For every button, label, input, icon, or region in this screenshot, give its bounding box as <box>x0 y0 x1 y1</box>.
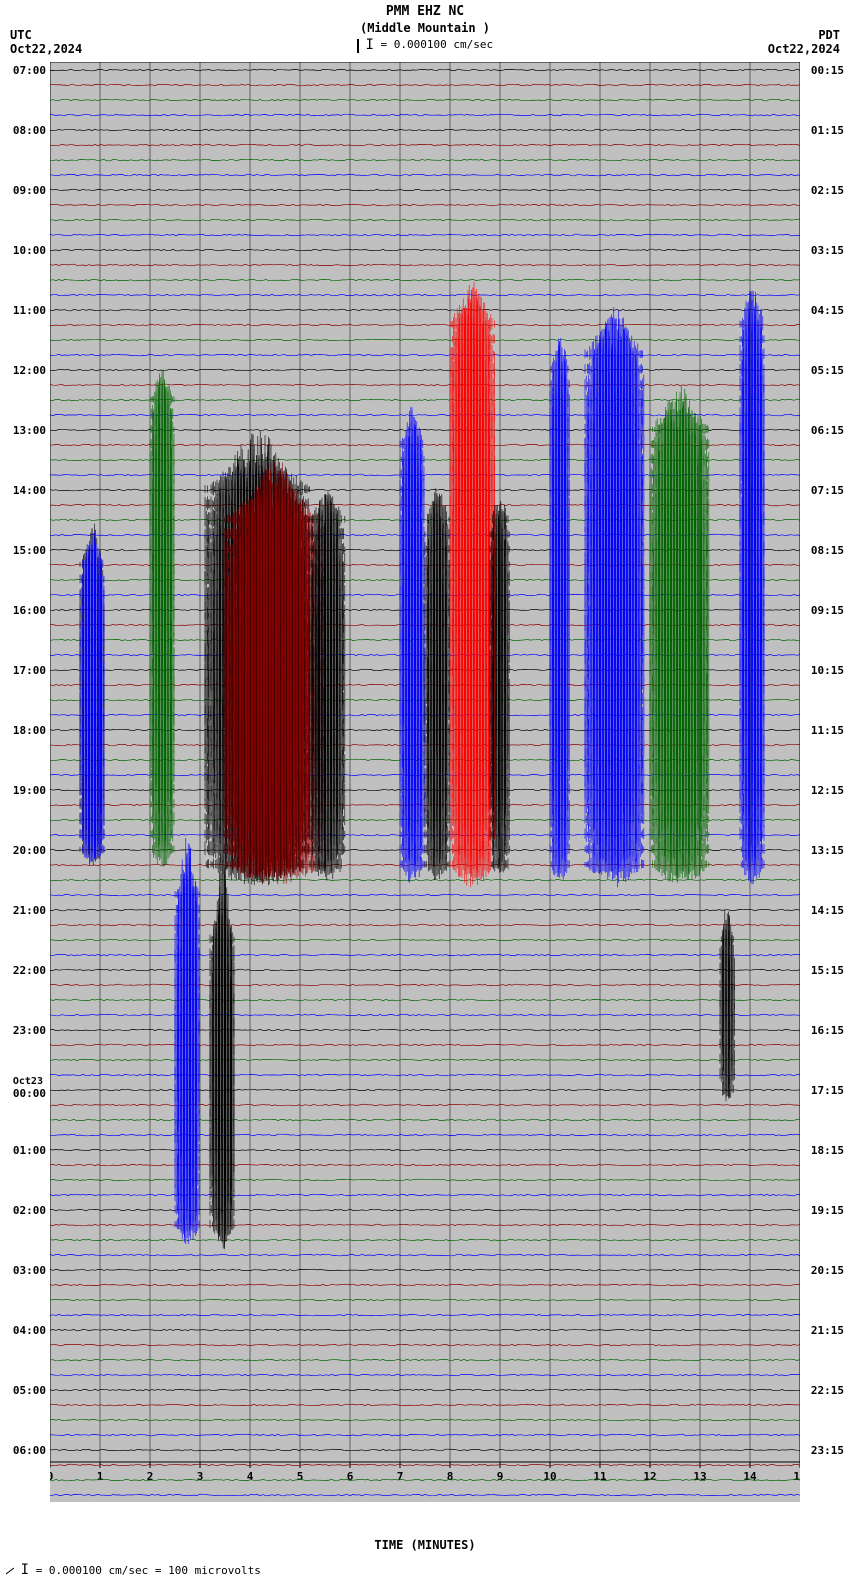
svg-text:7: 7 <box>397 1470 404 1483</box>
x-axis-label: TIME (MINUTES) <box>0 1538 850 1552</box>
svg-text:6: 6 <box>347 1470 354 1483</box>
svg-text:12: 12 <box>643 1470 656 1483</box>
tz-right: PDT Oct22,2024 <box>768 28 840 56</box>
svg-text:3: 3 <box>197 1470 204 1483</box>
scale-indicator: I = 0.000100 cm/sec <box>0 36 850 54</box>
header: PMM EHZ NC (Middle Mountain ) I = 0.0001… <box>0 0 850 55</box>
svg-text:15: 15 <box>793 1470 800 1483</box>
svg-text:13: 13 <box>693 1470 706 1483</box>
svg-text:4: 4 <box>247 1470 254 1483</box>
svg-text:2: 2 <box>147 1470 154 1483</box>
helicorder-svg: 0123456789101112131415 <box>50 62 800 1502</box>
svg-text:5: 5 <box>297 1470 304 1483</box>
footer-scale: I = 0.000100 cm/sec = 100 microvolts <box>6 1562 261 1578</box>
svg-text:11: 11 <box>593 1470 607 1483</box>
svg-text:10: 10 <box>543 1470 556 1483</box>
helicorder-chart: 0123456789101112131415 <box>50 62 800 1502</box>
station-title: PMM EHZ NC <box>0 4 850 21</box>
svg-text:8: 8 <box>447 1470 454 1483</box>
svg-text:9: 9 <box>497 1470 504 1483</box>
svg-text:1: 1 <box>97 1470 104 1483</box>
tz-left: UTC Oct22,2024 <box>10 28 82 56</box>
seismogram-container: PMM EHZ NC (Middle Mountain ) I = 0.0001… <box>0 0 850 1584</box>
station-subtitle: (Middle Mountain ) <box>0 21 850 37</box>
